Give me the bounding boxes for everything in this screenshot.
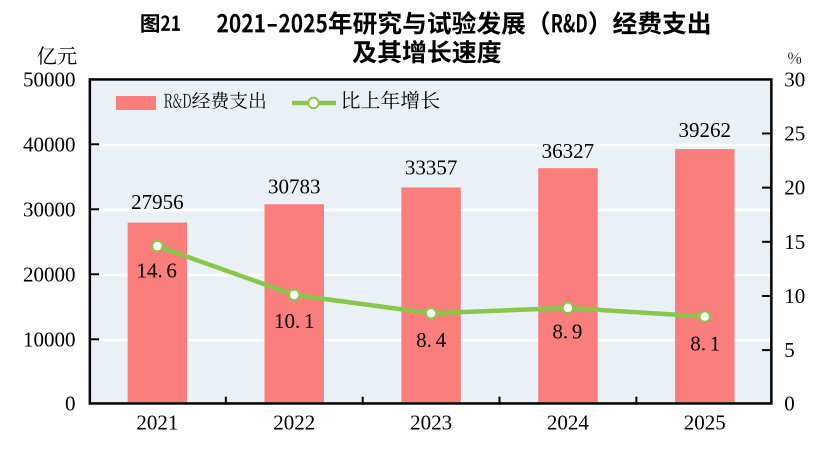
svg-text:10. 1: 10. 1 (274, 309, 315, 333)
svg-text:2025: 2025 (684, 411, 726, 435)
svg-text:50000: 50000 (23, 67, 76, 91)
svg-text:8. 1: 8. 1 (690, 331, 720, 355)
svg-text:8. 9: 8. 9 (552, 319, 582, 343)
svg-text:14. 6: 14. 6 (136, 258, 177, 282)
svg-text:15: 15 (784, 230, 805, 254)
svg-text:10: 10 (784, 284, 805, 308)
svg-text:20000: 20000 (23, 262, 76, 286)
svg-text:30: 30 (784, 67, 805, 91)
svg-text:2023: 2023 (410, 411, 452, 435)
svg-text:2022: 2022 (273, 411, 315, 435)
svg-text:40000: 40000 (23, 132, 76, 156)
svg-text:5: 5 (784, 338, 795, 362)
svg-text:39262: 39262 (679, 118, 732, 142)
svg-text:33357: 33357 (405, 156, 458, 180)
svg-text:25: 25 (784, 121, 805, 145)
svg-text:0: 0 (784, 391, 795, 415)
svg-text:27956: 27956 (131, 190, 184, 214)
svg-text:30000: 30000 (23, 197, 76, 221)
svg-text:0: 0 (65, 391, 76, 415)
svg-text:2024: 2024 (547, 411, 590, 435)
svg-text:2021: 2021 (136, 411, 178, 435)
svg-text:8. 4: 8. 4 (416, 328, 447, 352)
svg-text:36327: 36327 (542, 139, 595, 163)
svg-text:30783: 30783 (268, 174, 321, 198)
svg-text:10000: 10000 (23, 327, 76, 351)
svg-text:20: 20 (784, 176, 805, 200)
